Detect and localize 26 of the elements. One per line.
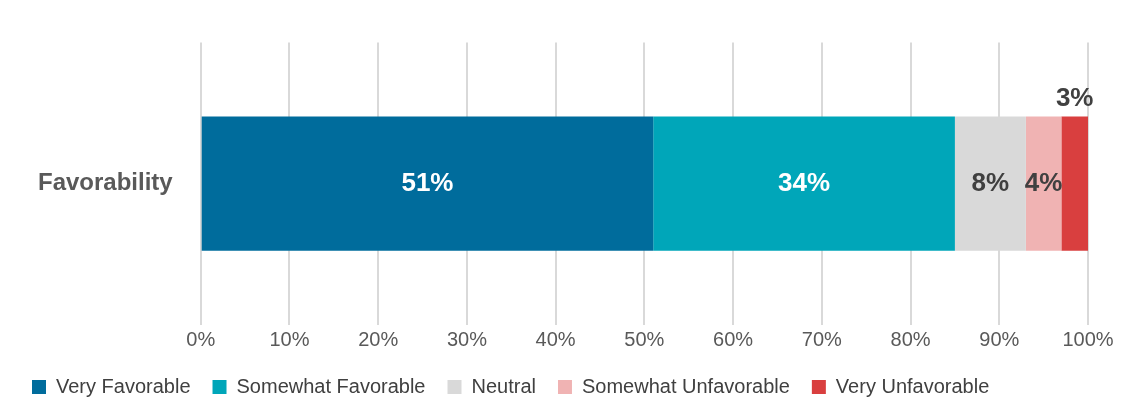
x-tick-label: 50%: [624, 327, 665, 350]
bar: [1025, 116, 1062, 251]
x-tick-label: 20%: [358, 327, 399, 350]
x-tick-label: 70%: [801, 327, 843, 350]
legend-label: Somewhat Favorable: [236, 374, 426, 397]
x-tick-label: 100%: [1062, 327, 1114, 350]
bar: [1061, 116, 1088, 251]
x-tick-label: 60%: [713, 327, 754, 350]
bar: [653, 116, 955, 251]
x-tick-label: 10%: [269, 327, 310, 350]
legend-label: Very Favorable: [56, 374, 191, 397]
y-tick-label: Favorability: [37, 168, 174, 196]
legend-label: Neutral: [471, 374, 536, 397]
x-tick-label: 30%: [446, 327, 488, 350]
x-tick-label: 80%: [890, 327, 931, 350]
bar: [201, 116, 654, 251]
legend-label: Somewhat Unfavorable: [581, 374, 790, 397]
x-tick-label: 0%: [186, 327, 216, 350]
data-label: 3%: [1055, 81, 1094, 112]
x-tick-label: 90%: [979, 327, 1020, 350]
data-label: 8%: [971, 166, 1010, 197]
x-tick-label: 40%: [535, 327, 576, 350]
data-label: 51%: [401, 166, 454, 197]
data-label: 4%: [1024, 166, 1063, 197]
data-label: 34%: [778, 166, 831, 197]
legend-label: Very Unfavorable: [835, 374, 990, 397]
